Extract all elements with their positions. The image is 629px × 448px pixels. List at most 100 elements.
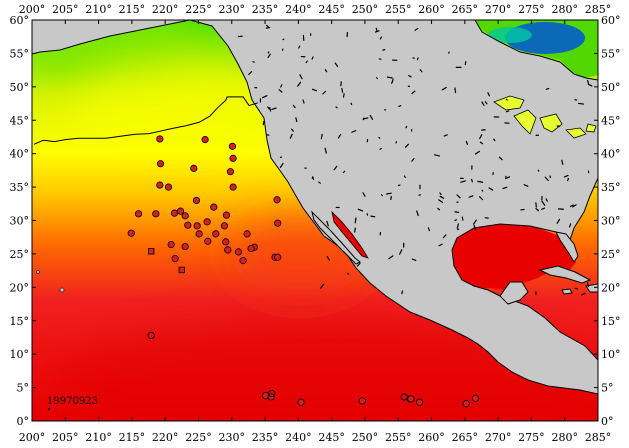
lake-speck — [404, 176, 405, 177]
y-tick-label-right: 60° — [601, 14, 621, 27]
x-tick-label-top: 215° — [119, 3, 146, 16]
y-tick-label-right: 5° — [601, 382, 614, 395]
lake-speck — [344, 94, 345, 97]
x-tick-label-bottom: 280° — [551, 431, 578, 444]
lake-speck — [364, 118, 368, 119]
x-tick-label-bottom: 255° — [385, 431, 412, 444]
data-point — [157, 136, 163, 142]
lake-speck — [380, 149, 381, 150]
lake-speck — [458, 229, 459, 230]
lake-speck — [546, 88, 548, 89]
lake-speck — [387, 193, 392, 194]
lake-speck — [376, 28, 377, 31]
data-point — [191, 165, 197, 171]
x-tick-label-bottom: 285° — [585, 431, 612, 444]
lake-speck — [321, 134, 322, 138]
data-point — [204, 219, 210, 225]
data-point — [172, 255, 178, 261]
hawaii-islet — [60, 288, 64, 292]
x-tick-label-bottom: 215° — [119, 431, 146, 444]
data-point — [248, 245, 254, 251]
lake-speck — [388, 77, 393, 78]
data-point — [171, 210, 177, 216]
lake-speck — [299, 46, 300, 48]
lake-speck — [363, 118, 364, 120]
y-tick-label-right: 25° — [601, 248, 621, 261]
lake-speck — [579, 103, 584, 104]
x-tick-label-top: 220° — [152, 3, 179, 16]
y-tick-label-left: 45° — [10, 114, 30, 127]
y-tick-label-left: 30° — [10, 215, 30, 228]
y-tick-label-right: 45° — [601, 114, 621, 127]
lake-speck — [355, 228, 356, 232]
data-point — [240, 257, 246, 263]
data-point — [225, 247, 231, 253]
lake-speck — [336, 107, 337, 108]
date-label-dot — [48, 408, 50, 410]
data-point — [274, 197, 280, 203]
x-tick-label-bottom: 210° — [85, 431, 112, 444]
data-point — [463, 400, 469, 406]
x-tick-label-bottom: 230° — [219, 431, 246, 444]
data-point — [185, 222, 191, 228]
y-tick-label-right: 50° — [601, 81, 621, 94]
y-tick-label-left: 10° — [10, 348, 30, 361]
y-tick-label-left: 0° — [17, 415, 30, 428]
data-point — [168, 241, 174, 247]
lake-speck — [506, 99, 507, 100]
x-tick-label-top: 255° — [385, 3, 412, 16]
x-tick-label-bottom: 275° — [518, 431, 545, 444]
data-point — [235, 249, 241, 255]
y-tick-label-left: 15° — [10, 315, 30, 328]
x-tick-label-bottom: 250° — [352, 431, 379, 444]
lake-speck — [351, 103, 352, 104]
data-point-square — [179, 267, 185, 273]
lake-speck — [266, 28, 269, 29]
jamaica — [562, 289, 572, 294]
lake-speck — [568, 178, 569, 180]
data-point — [229, 143, 235, 149]
data-point — [193, 197, 199, 203]
data-point — [275, 220, 281, 226]
y-tick-label-right: 30° — [601, 215, 621, 228]
x-tick-label-top: 270° — [485, 3, 512, 16]
data-point — [408, 396, 414, 402]
y-tick-label-right: 10° — [601, 348, 621, 361]
y-tick-label-right: 40° — [601, 148, 621, 161]
lake-speck — [521, 209, 524, 210]
lake-speck — [392, 82, 393, 83]
x-tick-label-top: 230° — [219, 3, 246, 16]
lake-speck — [379, 137, 380, 138]
x-tick-label-bottom: 225° — [185, 431, 212, 444]
data-point — [182, 243, 188, 249]
x-tick-label-bottom: 240° — [285, 431, 312, 444]
lake-speck — [270, 108, 271, 111]
x-tick-label-top: 205° — [52, 3, 79, 16]
data-point — [275, 254, 281, 260]
lake-speck — [382, 195, 383, 196]
lake-speck — [371, 216, 375, 217]
y-tick-label-left: 40° — [10, 148, 30, 161]
lake-speck — [465, 62, 466, 65]
data-point — [194, 223, 200, 229]
lake-speck — [455, 220, 457, 221]
x-tick-label-bottom: 220° — [152, 431, 179, 444]
data-point — [182, 213, 188, 219]
lake-speck — [588, 80, 589, 83]
x-tick-label-top: 240° — [285, 3, 312, 16]
lake-speck — [494, 139, 495, 140]
hawaii-islet — [37, 271, 40, 274]
y-tick-label-right: 15° — [601, 315, 621, 328]
data-point — [298, 399, 304, 405]
data-point — [359, 398, 365, 404]
data-point — [205, 238, 211, 244]
x-tick-label-top: 225° — [185, 3, 212, 16]
data-point — [416, 399, 422, 405]
x-tick-label-bottom: 205° — [52, 431, 79, 444]
data-point — [165, 184, 171, 190]
data-point — [157, 182, 163, 188]
x-tick-label-bottom: 200° — [19, 431, 46, 444]
y-tick-label-left: 35° — [10, 181, 30, 194]
data-point — [135, 211, 141, 217]
x-tick-label-bottom: 235° — [252, 431, 279, 444]
